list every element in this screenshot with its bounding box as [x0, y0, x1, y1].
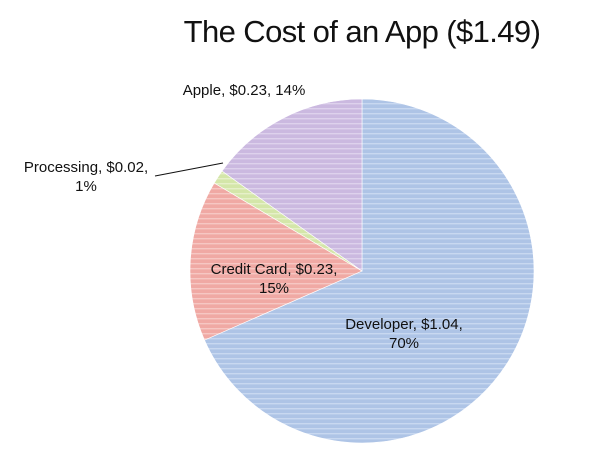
pie-slices: [189, 98, 535, 444]
slice-label-processing: Processing, $0.02, 1%: [24, 159, 148, 195]
slice-label-line: 70%: [389, 335, 419, 352]
leader-lines: [154, 162, 224, 177]
pie-slice-apple: [221, 98, 363, 272]
slice-label-apple: Apple, $0.23, 14%: [183, 82, 306, 99]
slice-label-line: Developer, $1.04,: [345, 316, 463, 333]
slice-label-line: 15%: [259, 280, 289, 297]
leader-line-processing: [154, 162, 224, 177]
pie-slice-credit-card: [189, 182, 363, 341]
chart-title: The Cost of an App ($1.49): [184, 14, 541, 49]
slice-label-line: Apple, $0.23, 14%: [183, 82, 306, 99]
slice-label-line: 1%: [75, 178, 97, 195]
pie-slice-developer: [204, 98, 535, 444]
slice-label-line: Credit Card, $0.23,: [211, 261, 338, 278]
slice-label-developer: Developer, $1.04, 70%: [345, 316, 463, 352]
slice-label-line: Processing, $0.02,: [24, 159, 148, 176]
slice-label-credit-card: Credit Card, $0.23, 15%: [211, 261, 338, 297]
slice-labels: Developer, $1.04, 70% Credit Card, $0.23, 1…: [24, 82, 463, 352]
